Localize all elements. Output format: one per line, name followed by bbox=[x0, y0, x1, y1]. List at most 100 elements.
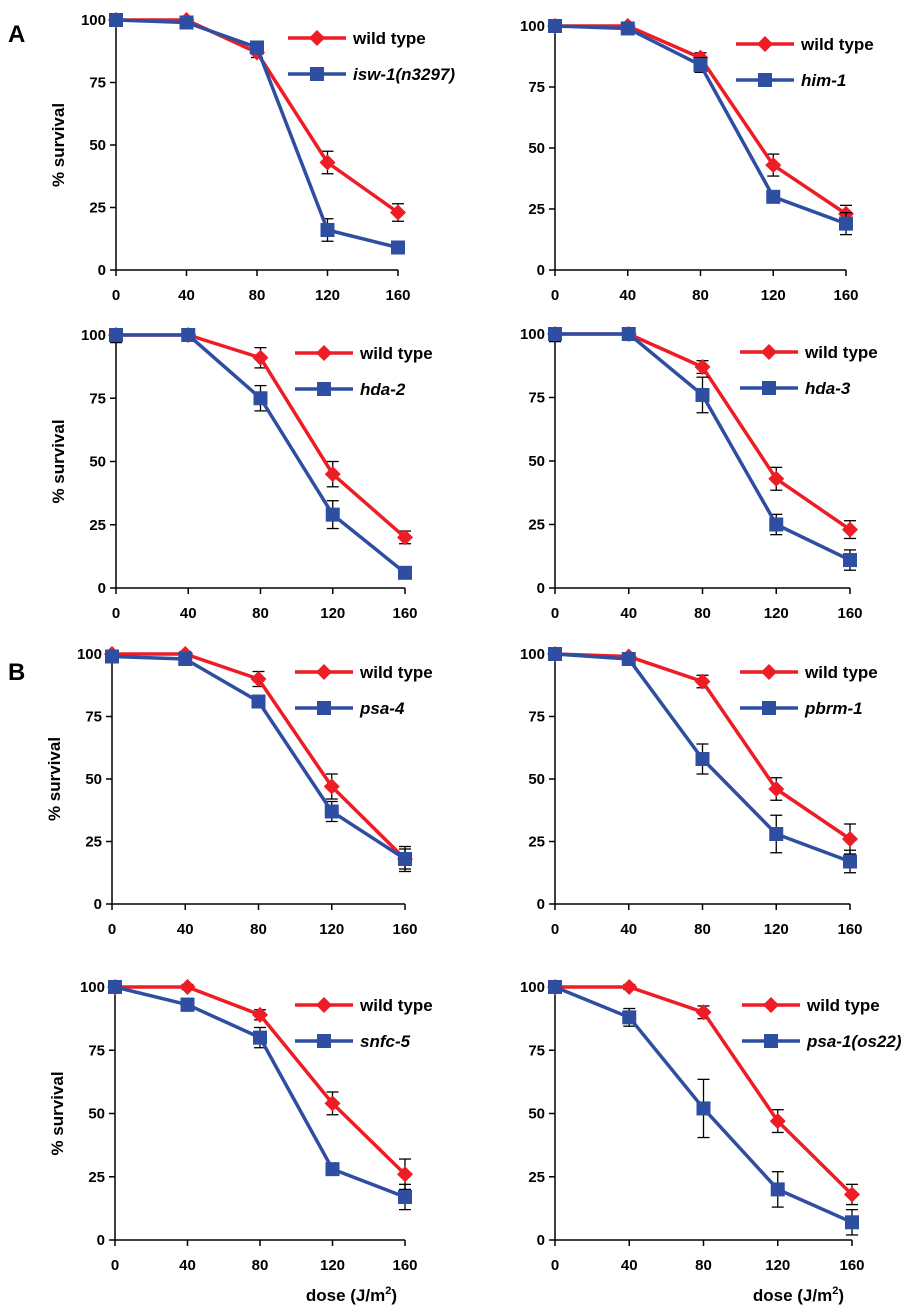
data-point bbox=[252, 1006, 268, 1023]
legend-entry: psa-4 bbox=[295, 699, 405, 718]
x-tick-label: 80 bbox=[692, 287, 709, 304]
legend-entry: wild type bbox=[740, 663, 878, 682]
data-point bbox=[250, 671, 267, 687]
y-tick-label: 100 bbox=[81, 327, 106, 344]
x-tick-label: 160 bbox=[392, 921, 417, 938]
y-tick-label: 100 bbox=[520, 646, 545, 663]
legend-marker bbox=[317, 1034, 331, 1048]
x-axis-label: dose (J/m2) bbox=[753, 1285, 844, 1305]
data-point bbox=[693, 58, 708, 73]
legend-entry: wild type bbox=[740, 343, 878, 362]
x-tick-label: 40 bbox=[179, 1257, 196, 1274]
y-tick-label: 0 bbox=[98, 262, 106, 279]
data-point bbox=[548, 980, 562, 994]
legend-marker bbox=[761, 344, 777, 360]
data-point bbox=[319, 154, 336, 171]
legend-entry: wild type bbox=[736, 35, 874, 54]
y-tick-label: 0 bbox=[537, 896, 545, 913]
y-tick-label: 25 bbox=[528, 1169, 545, 1186]
data-point bbox=[843, 553, 857, 568]
y-tick-label: 0 bbox=[97, 1232, 105, 1249]
x-axis-label-text: ) bbox=[838, 1286, 844, 1305]
data-point bbox=[179, 15, 194, 30]
y-tick-label: 75 bbox=[528, 709, 545, 726]
series-mutant bbox=[108, 980, 412, 1211]
legend-label: psa-1(os22) bbox=[806, 1032, 902, 1051]
x-tick-label: 40 bbox=[620, 921, 637, 938]
data-point bbox=[253, 1030, 267, 1045]
y-tick-label: 0 bbox=[537, 262, 545, 279]
y-tick-label: 0 bbox=[94, 896, 102, 913]
x-tick-label: 80 bbox=[695, 1257, 712, 1274]
data-point bbox=[181, 328, 196, 342]
x-tick-label: 0 bbox=[551, 287, 559, 304]
data-point bbox=[548, 327, 562, 341]
legend-entry: isw-1(n3297) bbox=[288, 65, 455, 84]
data-point bbox=[770, 1182, 785, 1197]
x-tick-label: 160 bbox=[392, 605, 417, 622]
y-tick-label: 75 bbox=[528, 79, 545, 96]
data-point bbox=[621, 652, 636, 666]
series-line bbox=[116, 333, 407, 575]
legend-entry: wild type bbox=[288, 29, 426, 48]
x-tick-label: 120 bbox=[320, 605, 345, 622]
data-point bbox=[695, 1004, 712, 1021]
data-point bbox=[325, 1162, 340, 1177]
legend-entry: wild type bbox=[295, 663, 433, 682]
data-point bbox=[323, 778, 340, 795]
chart-4: 0 25 50 75 100 0 40 80 120 160 wild type hda-3 bbox=[520, 326, 878, 622]
x-axis-label-superscript: 2 bbox=[385, 1285, 391, 1297]
y-tick-label: 25 bbox=[89, 517, 106, 534]
x-tick-label: 80 bbox=[249, 287, 266, 304]
legend-label: psa-4 bbox=[359, 699, 405, 718]
data-point bbox=[765, 157, 782, 174]
x-axis-label-text: dose (J/m bbox=[306, 1286, 385, 1305]
y-tick-label: 0 bbox=[537, 1232, 545, 1249]
y-axis-label: % survival bbox=[45, 737, 64, 821]
data-point bbox=[694, 359, 711, 376]
panel-label-b: B bbox=[8, 659, 25, 686]
legend-label: pbrm-1 bbox=[804, 699, 863, 718]
y-tick-label: 100 bbox=[77, 646, 102, 663]
legend-label: wild type bbox=[359, 996, 433, 1015]
legend-marker bbox=[317, 382, 331, 396]
chart-3: 0 25 50 75 100 0 40 80 120 160 % survival wild type… bbox=[49, 327, 433, 622]
series-mutant bbox=[109, 328, 412, 580]
x-tick-label: 0 bbox=[112, 287, 120, 304]
x-tick-label: 40 bbox=[619, 287, 636, 304]
legend-label: wild type bbox=[806, 996, 880, 1015]
data-point bbox=[324, 466, 341, 483]
y-tick-label: 100 bbox=[520, 326, 545, 343]
y-tick-label: 50 bbox=[89, 137, 106, 154]
data-point bbox=[180, 997, 195, 1012]
x-tick-label: 0 bbox=[551, 605, 559, 622]
x-tick-label: 80 bbox=[694, 605, 711, 622]
data-point bbox=[844, 1186, 860, 1203]
x-axis-label: dose (J/m2) bbox=[306, 1285, 397, 1305]
data-point bbox=[622, 1010, 637, 1025]
x-tick-label: 120 bbox=[319, 921, 344, 938]
x-tick-label: 120 bbox=[761, 287, 786, 304]
x-tick-label: 160 bbox=[839, 1257, 864, 1274]
data-point bbox=[621, 979, 638, 995]
series-mutant bbox=[109, 13, 405, 255]
y-tick-label: 25 bbox=[528, 834, 545, 851]
data-point bbox=[548, 19, 562, 33]
chart-1: 0 25 50 75 100 0 40 80 120 160 % survival wild type… bbox=[49, 12, 455, 304]
data-point bbox=[397, 529, 413, 546]
x-tick-label: 120 bbox=[764, 605, 789, 622]
legend-marker bbox=[310, 67, 324, 81]
series-mutant bbox=[548, 647, 857, 874]
y-tick-label: 75 bbox=[528, 390, 545, 407]
legend-label: hda-2 bbox=[360, 380, 406, 399]
y-axis-label: % survival bbox=[49, 103, 68, 187]
y-tick-label: 100 bbox=[81, 12, 106, 29]
x-tick-label: 120 bbox=[765, 1257, 790, 1274]
x-tick-label: 40 bbox=[177, 921, 194, 938]
data-point bbox=[391, 240, 405, 255]
y-tick-label: 50 bbox=[88, 1106, 105, 1123]
chart-2: 0 25 50 75 100 0 40 80 120 160 wild type him-1 bbox=[520, 18, 874, 304]
x-axis-label-superscript: 2 bbox=[832, 1285, 838, 1297]
y-tick-label: 50 bbox=[528, 771, 545, 788]
y-tick-label: 100 bbox=[520, 18, 545, 35]
